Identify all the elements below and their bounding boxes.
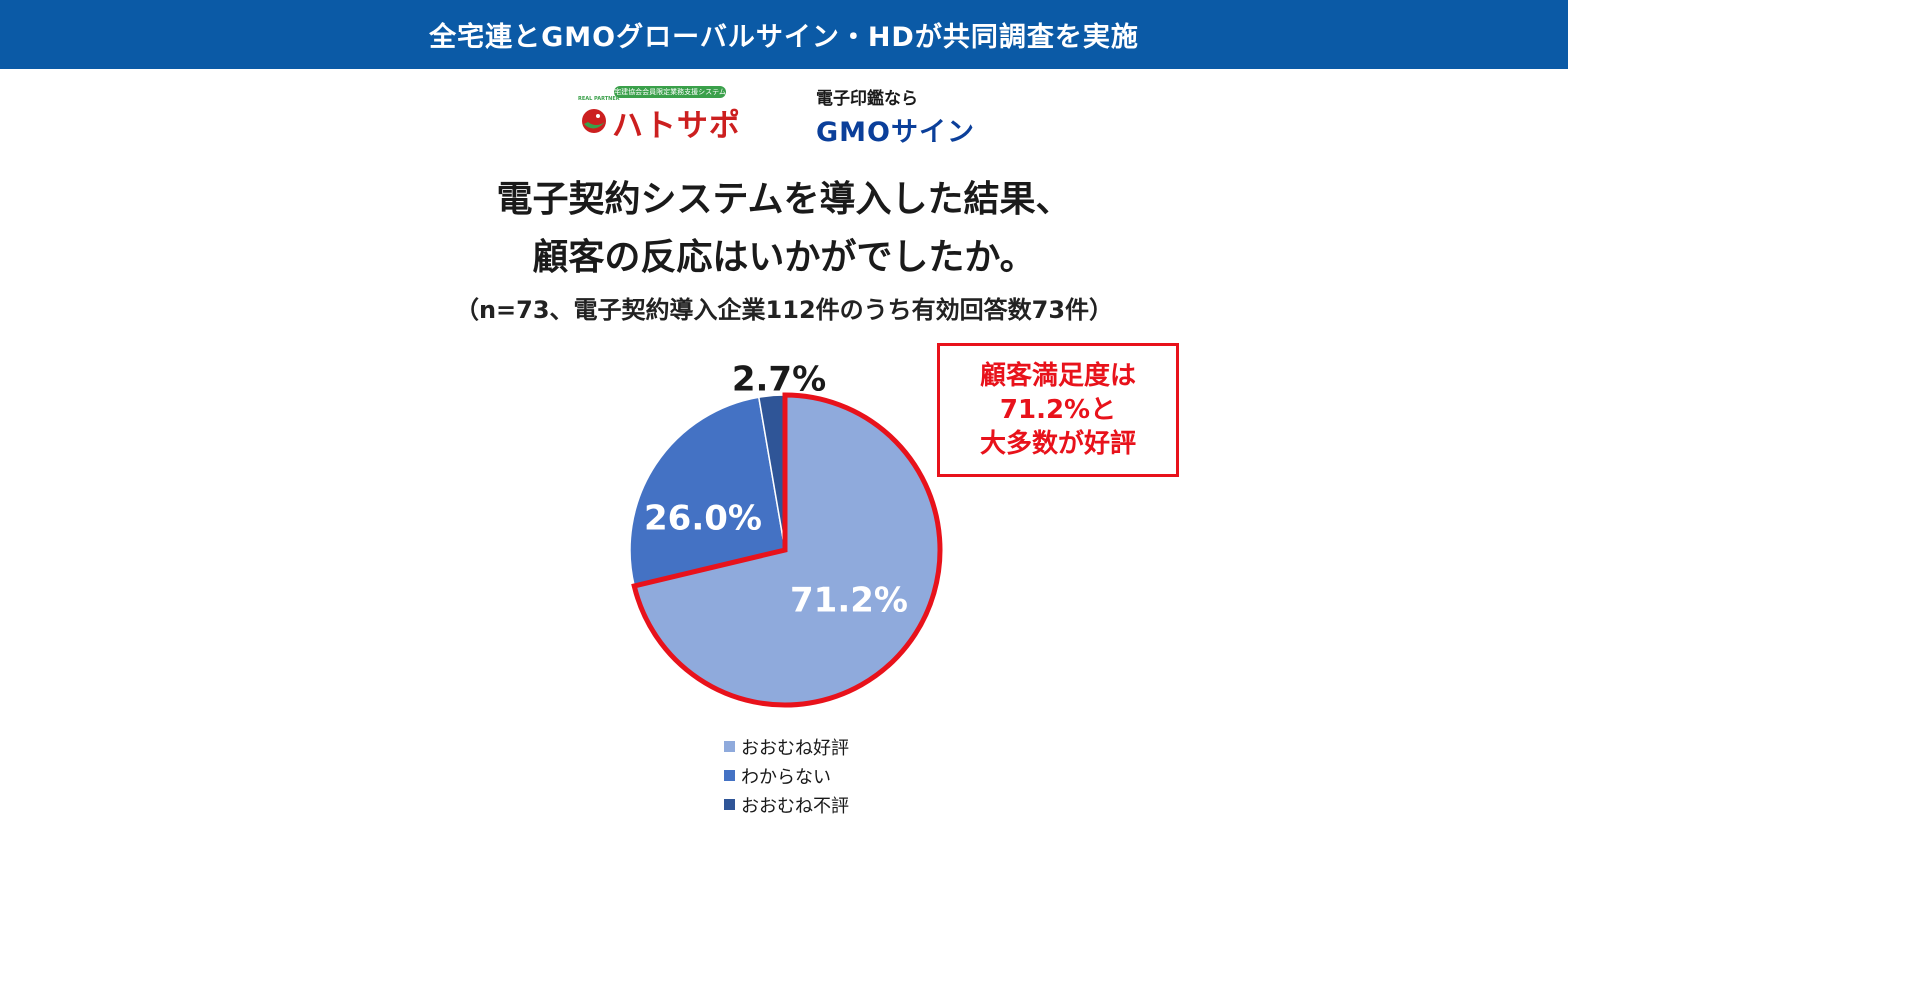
callout-line-3: 大多数が好評	[979, 429, 1136, 459]
pie-label-unknown: 26.0%	[644, 499, 762, 539]
hatosapo-tagline: 宅建協会会員限定業務支援システム	[614, 86, 726, 98]
pie-chart: 71.2% 26.0% 2.7%	[629, 360, 943, 708]
chart-legend: おおむね好評 わからない おおむね不評	[724, 732, 849, 819]
callout-line-1: 顧客満足度は	[979, 361, 1136, 391]
legend-swatch-bad	[724, 799, 735, 810]
legend-label: わからない	[741, 766, 831, 788]
legend-swatch-unknown	[724, 770, 735, 781]
legend-item: おおむね不評	[724, 790, 849, 819]
sample-note: （n=73、電子契約導入企業112件のうち有効回答数73件）	[454, 296, 1114, 324]
satisfaction-callout: 顧客満足度は 71.2%と 大多数が好評	[937, 343, 1179, 477]
banner-title: 全宅連とGMOグローバルサイン・HDが共同調査を実施	[429, 22, 1139, 53]
legend-swatch-good	[724, 741, 735, 752]
pie-slice-unknown	[629, 396, 786, 587]
gmo-subtitle: 電子印鑑なら	[816, 89, 918, 109]
question-line-2: 顧客の反応はいかがでしたか。	[532, 237, 1036, 278]
hatosapo-small-text: REAL PARTNER	[578, 96, 620, 102]
callout-line-2: 71.2%と	[999, 395, 1117, 425]
legend-item: おおむね好評	[724, 732, 849, 761]
pie-highlight-outline	[631, 392, 943, 708]
question-line-1: 電子契約システムを導入した結果、	[496, 179, 1072, 220]
gmo-sign-logo: 電子印鑑なら GMOサイン	[816, 84, 1046, 148]
header-banner: 全宅連とGMOグローバルサイン・HDが共同調査を実施	[0, 0, 1568, 69]
gmo-name: GMOサイン	[816, 117, 975, 148]
legend-item: わからない	[724, 761, 849, 790]
legend-label: おおむね不評	[741, 795, 849, 817]
hato-bird-icon	[582, 109, 606, 133]
pie-label-good: 71.2%	[790, 581, 908, 621]
hatosapo-logo: 宅建協会会員限定業務支援システム REAL PARTNER ハトサポ	[578, 86, 758, 144]
hatosapo-name: ハトサポ	[612, 108, 741, 144]
legend-label: おおむね好評	[741, 737, 849, 759]
pie-label-bad: 2.7%	[732, 360, 826, 400]
